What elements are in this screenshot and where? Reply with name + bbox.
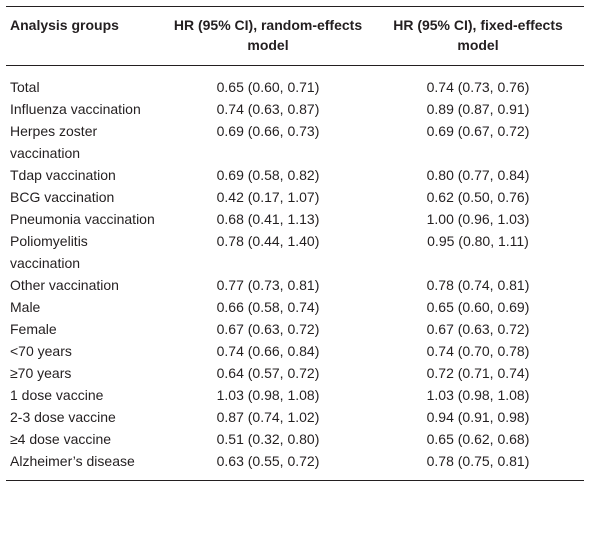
row-fixed-cell: 0.69 (0.67, 0.72) — [426, 123, 530, 139]
table-row: 2-3 dose vaccine 0.87 (0.74, 1.02) 0.94 (0… — [6, 406, 584, 428]
row-group-cell: <70 years — [10, 343, 72, 359]
row-random-cell: 1.03 (0.98, 1.08) — [216, 387, 320, 403]
row-fixed-cell: 0.94 (0.91, 0.98) — [426, 409, 530, 425]
row-random-cell: 0.67 (0.63, 0.72) — [216, 321, 320, 337]
row-random-cell: 0.74 (0.63, 0.87) — [216, 101, 320, 117]
row-fixed-cell: 0.89 (0.87, 0.91) — [426, 101, 530, 117]
row-group-cell: Female — [10, 321, 57, 337]
row-fixed-cell: 0.78 (0.75, 0.81) — [372, 450, 584, 481]
table-row: <70 years 0.74 (0.66, 0.84) 0.74 (0.70, 0.… — [6, 340, 584, 362]
row-group-cell: Alzheimer’s disease — [6, 450, 164, 481]
row-group-cell: Tdap vaccination — [10, 167, 116, 183]
row-group-cell: Other vaccination — [10, 277, 119, 293]
row-group-cell: 2-3 dose vaccine — [10, 409, 116, 425]
row-group-cell: ≥4 dose vaccine — [10, 431, 112, 447]
row-fixed-cell: 0.62 (0.50, 0.76) — [426, 189, 530, 205]
table-row: Pneumonia vaccination 0.68 (0.41, 1.13) 1.… — [6, 208, 584, 230]
table-row: ≥4 dose vaccine 0.51 (0.32, 0.80) 0.65 (0.… — [6, 428, 584, 450]
row-fixed-cell: 0.78 (0.74, 0.81) — [426, 277, 530, 293]
hazard-ratio-table: Analysis groups HR (95% CI), random-effe… — [6, 6, 584, 481]
table-row: Total 0.65 (0.60, 0.71) 0.74 (0.73, 0.76) — [6, 66, 584, 99]
row-fixed-cell: 0.65 (0.62, 0.68) — [426, 431, 530, 447]
header-fixed-effects: HR (95% CI), fixed-effects model — [372, 6, 584, 66]
row-fixed-cell: 1.03 (0.98, 1.08) — [426, 387, 530, 403]
row-group-cell: Total — [10, 79, 40, 95]
row-random-cell: 0.77 (0.73, 0.81) — [216, 277, 320, 293]
hazard-ratio-table-container: Analysis groups HR (95% CI), random-effe… — [6, 6, 584, 481]
row-random-cell: 0.68 (0.41, 1.13) — [216, 211, 320, 227]
table-row: Alzheimer’s disease 0.63 (0.55, 0.72) 0.78… — [6, 450, 584, 481]
row-random-cell: 0.65 (0.60, 0.71) — [216, 79, 320, 95]
row-random-cell: 0.64 (0.57, 0.72) — [216, 365, 320, 381]
row-fixed-cell: 0.95 (0.80, 1.11) — [427, 233, 529, 249]
table-row: Other vaccination 0.77 (0.73, 0.81) 0.78 (… — [6, 274, 584, 296]
row-group-cell: ≥70 years — [10, 365, 72, 381]
row-random-cell: 0.69 (0.66, 0.73) — [216, 123, 320, 139]
row-fixed-cell: 1.00 (0.96, 1.03) — [426, 211, 530, 227]
row-fixed-cell: 0.65 (0.60, 0.69) — [426, 299, 530, 315]
row-group-cell: 1 dose vaccine — [10, 387, 104, 403]
row-group-cell: Pneumonia vaccination — [10, 211, 155, 227]
table-row: Poliomyelitis vaccination 0.78 (0.44, 1.4… — [6, 230, 584, 274]
row-random-cell: 0.87 (0.74, 1.02) — [216, 409, 320, 425]
row-group-cell: BCG vaccination — [10, 189, 115, 205]
row-random-cell: 0.51 (0.32, 0.80) — [216, 431, 320, 447]
row-random-cell: 0.63 (0.55, 0.72) — [164, 450, 372, 481]
row-random-cell: 0.74 (0.66, 0.84) — [216, 343, 320, 359]
row-random-cell: 0.42 (0.17, 1.07) — [216, 189, 320, 205]
row-random-cell: 0.66 (0.58, 0.74) — [216, 299, 320, 315]
table-row: Herpes zoster vaccination 0.69 (0.66, 0.7… — [6, 120, 584, 164]
table-body: Total 0.65 (0.60, 0.71) 0.74 (0.73, 0.76) I… — [6, 66, 584, 481]
header-random-effects: HR (95% CI), random-effects model — [164, 6, 372, 66]
table-header: Analysis groups HR (95% CI), random-effe… — [6, 6, 584, 66]
table-row: Female 0.67 (0.63, 0.72) 0.67 (0.63, 0.72) — [6, 318, 584, 340]
row-fixed-cell: 0.80 (0.77, 0.84) — [426, 167, 530, 183]
header-row: Analysis groups HR (95% CI), random-effe… — [6, 6, 584, 66]
table-row: ≥70 years 0.64 (0.57, 0.72) 0.72 (0.71, 0.… — [6, 362, 584, 384]
table-row: Tdap vaccination 0.69 (0.58, 0.82) 0.80 (0… — [6, 164, 584, 186]
row-group-cell: Male — [10, 299, 41, 315]
row-random-cell: 0.78 (0.44, 1.40) — [216, 233, 320, 249]
row-fixed-cell: 0.72 (0.71, 0.74) — [426, 365, 530, 381]
row-group-cell: Herpes zoster vaccination — [10, 123, 98, 161]
row-fixed-cell: 0.74 (0.73, 0.76) — [426, 79, 530, 95]
row-random-cell: 0.69 (0.58, 0.82) — [216, 167, 320, 183]
row-fixed-cell: 0.67 (0.63, 0.72) — [426, 321, 530, 337]
table-row: Male 0.66 (0.58, 0.74) 0.65 (0.60, 0.69) — [6, 296, 584, 318]
table-row: BCG vaccination 0.42 (0.17, 1.07) 0.62 (0.… — [6, 186, 584, 208]
row-fixed-cell: 0.74 (0.70, 0.78) — [426, 343, 530, 359]
header-analysis-groups: Analysis groups — [6, 6, 164, 66]
row-group-cell: Poliomyelitis vaccination — [10, 233, 88, 271]
table-row: 1 dose vaccine 1.03 (0.98, 1.08) 1.03 (0.9… — [6, 384, 584, 406]
row-group-cell: Influenza vaccination — [10, 101, 141, 117]
table-row: Influenza vaccination 0.74 (0.63, 0.87) 0.… — [6, 98, 584, 120]
